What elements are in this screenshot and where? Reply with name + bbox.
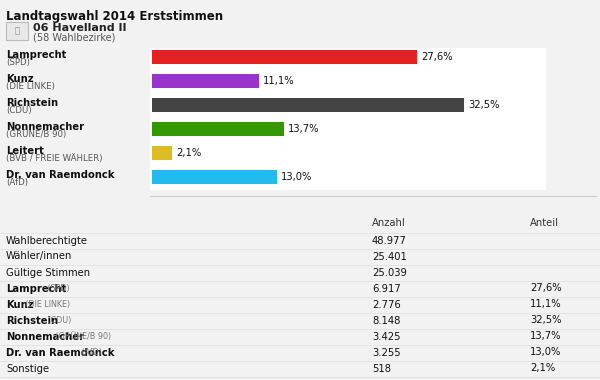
Text: 13,7%: 13,7%: [530, 331, 562, 342]
Text: (DIE LINKE): (DIE LINKE): [23, 301, 70, 309]
Text: 2,1%: 2,1%: [176, 148, 202, 158]
Bar: [152, 146, 172, 160]
Text: 8.148: 8.148: [372, 315, 400, 326]
Text: (DIE LINKE): (DIE LINKE): [6, 82, 55, 91]
Text: (AfD): (AfD): [6, 178, 28, 187]
Text: 27,6%: 27,6%: [421, 52, 452, 62]
Text: 13,0%: 13,0%: [530, 347, 562, 358]
Bar: [152, 74, 259, 88]
Text: (BVB / FREIE WÄHLER): (BVB / FREIE WÄHLER): [6, 154, 103, 163]
Text: Anteil: Anteil: [530, 218, 559, 228]
FancyBboxPatch shape: [6, 22, 28, 40]
Text: Sonstige: Sonstige: [6, 364, 49, 374]
Text: Kunz: Kunz: [6, 74, 34, 84]
Text: Dr. van Raemdonck: Dr. van Raemdonck: [6, 347, 115, 358]
Text: 11,1%: 11,1%: [530, 299, 562, 309]
Text: 25.401: 25.401: [372, 252, 407, 261]
Text: 48.977: 48.977: [372, 236, 407, 245]
Text: 27,6%: 27,6%: [530, 283, 562, 293]
Text: 3.255: 3.255: [372, 347, 401, 358]
Bar: [152, 50, 417, 64]
Bar: [152, 122, 284, 136]
Text: 32,5%: 32,5%: [530, 315, 562, 326]
Text: Kunz: Kunz: [6, 299, 34, 309]
Text: (58 Wahlbezirke): (58 Wahlbezirke): [33, 33, 115, 43]
Text: 32,5%: 32,5%: [468, 100, 499, 110]
Text: Gültige Stimmen: Gültige Stimmen: [6, 268, 90, 277]
Text: 2.776: 2.776: [372, 299, 401, 309]
Bar: [150, 48, 546, 190]
Text: Lamprecht: Lamprecht: [6, 50, 67, 60]
Text: 3.425: 3.425: [372, 331, 401, 342]
Text: 6.917: 6.917: [372, 283, 401, 293]
Text: 🔍: 🔍: [14, 27, 19, 35]
Text: 13,7%: 13,7%: [287, 124, 319, 134]
Text: (GRÜNE/B 90): (GRÜNE/B 90): [53, 332, 112, 342]
Text: Wahlberechtigte: Wahlberechtigte: [6, 236, 88, 245]
Text: Lamprecht: Lamprecht: [6, 283, 67, 293]
Text: (CDU): (CDU): [6, 106, 32, 115]
Text: 11,1%: 11,1%: [263, 76, 294, 86]
Bar: [152, 98, 464, 112]
Text: Leitert: Leitert: [6, 146, 44, 156]
Text: Anzahl: Anzahl: [372, 218, 406, 228]
Text: (SPD): (SPD): [44, 285, 70, 293]
Text: Nonnemacher: Nonnemacher: [6, 331, 84, 342]
Text: 2,1%: 2,1%: [530, 364, 555, 374]
Text: 13,0%: 13,0%: [281, 172, 312, 182]
Text: 06 Havelland II: 06 Havelland II: [33, 23, 127, 33]
Text: Dr. van Raemdonck: Dr. van Raemdonck: [6, 170, 115, 180]
Text: Landtagswahl 2014 Erststimmen: Landtagswahl 2014 Erststimmen: [6, 10, 223, 23]
Text: Richstein: Richstein: [6, 98, 58, 108]
Text: (CDU): (CDU): [44, 317, 71, 326]
Text: (GRÜNE/B 90): (GRÜNE/B 90): [6, 130, 66, 139]
Bar: [152, 170, 277, 184]
Text: (AfD): (AfD): [79, 348, 102, 358]
Text: Nonnemacher: Nonnemacher: [6, 122, 84, 132]
Text: Richstein: Richstein: [6, 315, 58, 326]
Text: Wähler/innen: Wähler/innen: [6, 252, 73, 261]
Text: (SPD): (SPD): [6, 58, 30, 67]
Text: 25.039: 25.039: [372, 268, 407, 277]
Text: 518: 518: [372, 364, 391, 374]
